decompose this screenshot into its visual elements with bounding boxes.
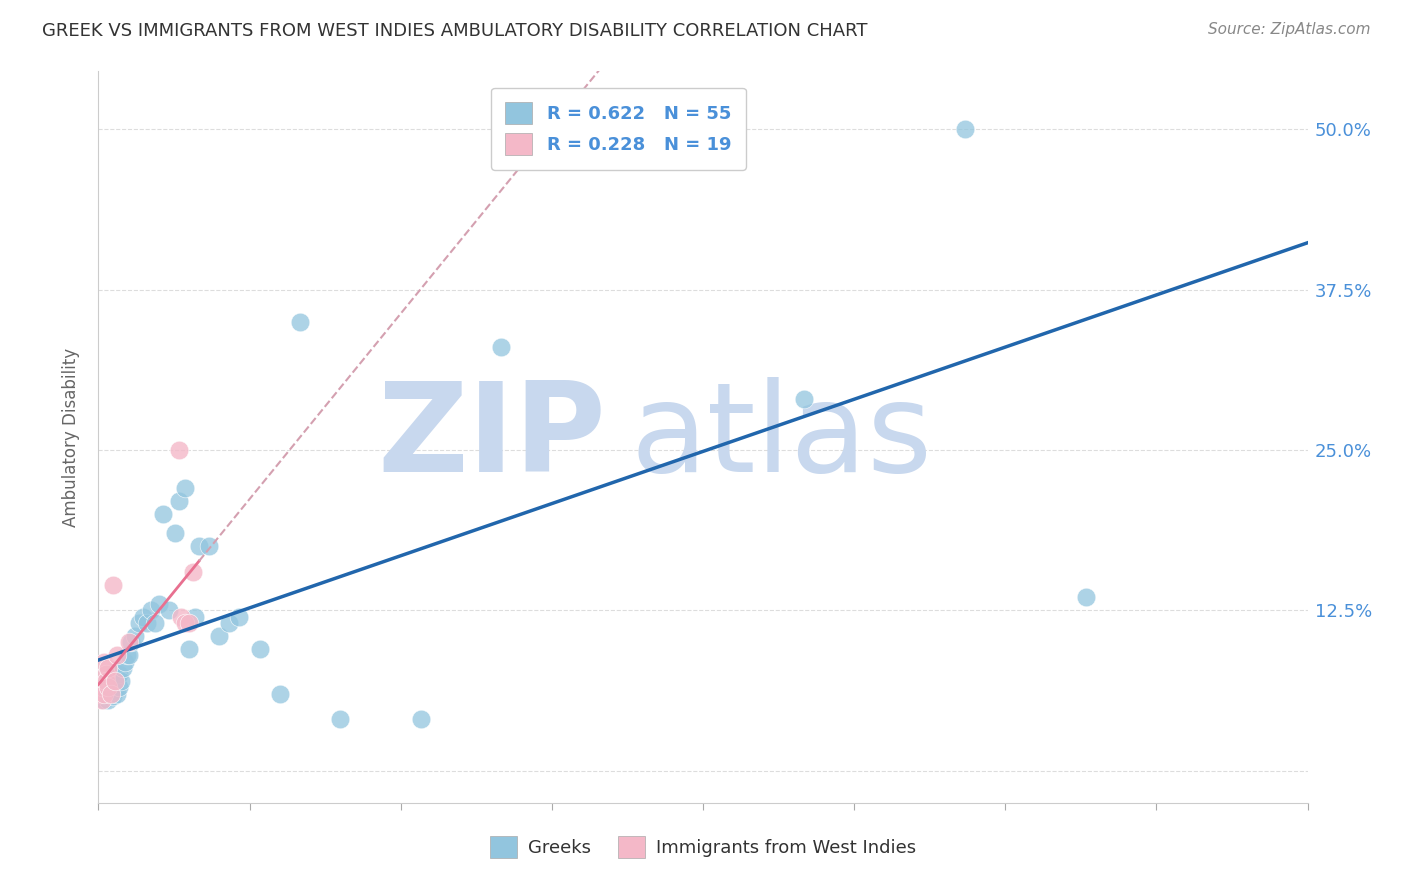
Point	[96, 673, 118, 688]
Point	[269, 687, 291, 701]
Point	[124, 629, 146, 643]
Point	[148, 597, 170, 611]
Point	[107, 681, 129, 695]
Point	[89, 687, 111, 701]
Point	[793, 392, 815, 406]
Point	[188, 539, 211, 553]
Text: GREEK VS IMMIGRANTS FROM WEST INDIES AMBULATORY DISABILITY CORRELATION CHART: GREEK VS IMMIGRANTS FROM WEST INDIES AMB…	[42, 22, 868, 40]
Point	[91, 690, 114, 704]
Point	[167, 442, 190, 457]
Text: Source: ZipAtlas.com: Source: ZipAtlas.com	[1208, 22, 1371, 37]
Point	[181, 565, 204, 579]
Point	[228, 609, 250, 624]
Point	[101, 690, 124, 704]
Point	[174, 482, 197, 496]
Point	[107, 667, 129, 681]
Point	[91, 681, 114, 695]
Point	[170, 609, 193, 624]
Point	[103, 673, 125, 688]
Point	[97, 693, 120, 707]
Point	[105, 648, 128, 663]
Point	[174, 616, 197, 631]
Point	[93, 693, 115, 707]
Point	[249, 641, 271, 656]
Point	[329, 712, 352, 726]
Point	[114, 655, 136, 669]
Text: ZIP: ZIP	[378, 376, 606, 498]
Point	[198, 539, 221, 553]
Point	[128, 616, 150, 631]
Point	[409, 712, 432, 726]
Point	[93, 676, 115, 690]
Text: atlas: atlas	[630, 376, 932, 498]
Y-axis label: Ambulatory Disability: Ambulatory Disability	[62, 348, 80, 526]
Point	[139, 603, 162, 617]
Point	[111, 661, 134, 675]
Point	[100, 687, 122, 701]
Point	[105, 671, 128, 685]
Point	[208, 629, 231, 643]
Point	[953, 122, 976, 136]
Legend: Greeks, Immigrants from West Indies: Greeks, Immigrants from West Indies	[481, 827, 925, 867]
Point	[91, 693, 114, 707]
Point	[288, 315, 311, 329]
Point	[93, 687, 115, 701]
Point	[110, 673, 132, 688]
Point	[120, 635, 142, 649]
Point	[143, 616, 166, 631]
Point	[135, 616, 157, 631]
Point	[93, 687, 115, 701]
Point	[96, 690, 118, 704]
Point	[96, 667, 118, 681]
Point	[118, 648, 141, 663]
Point	[179, 641, 201, 656]
Point	[167, 494, 190, 508]
Point	[491, 340, 513, 354]
Point	[163, 526, 186, 541]
Point	[103, 684, 125, 698]
Point	[152, 507, 174, 521]
Point	[101, 577, 124, 591]
Point	[100, 681, 122, 695]
Point	[115, 648, 138, 663]
Point	[132, 609, 155, 624]
Point	[157, 603, 180, 617]
Point	[91, 681, 114, 695]
Point	[1074, 591, 1097, 605]
Point	[118, 635, 141, 649]
Point	[100, 687, 122, 701]
Point	[97, 681, 120, 695]
Point	[97, 673, 120, 688]
Point	[89, 687, 111, 701]
Point	[218, 616, 240, 631]
Point	[184, 609, 207, 624]
Point	[101, 681, 124, 695]
Point	[105, 687, 128, 701]
Point	[103, 676, 125, 690]
Point	[93, 655, 115, 669]
Point	[96, 681, 118, 695]
Point	[97, 661, 120, 675]
Point	[97, 684, 120, 698]
Point	[179, 616, 201, 631]
